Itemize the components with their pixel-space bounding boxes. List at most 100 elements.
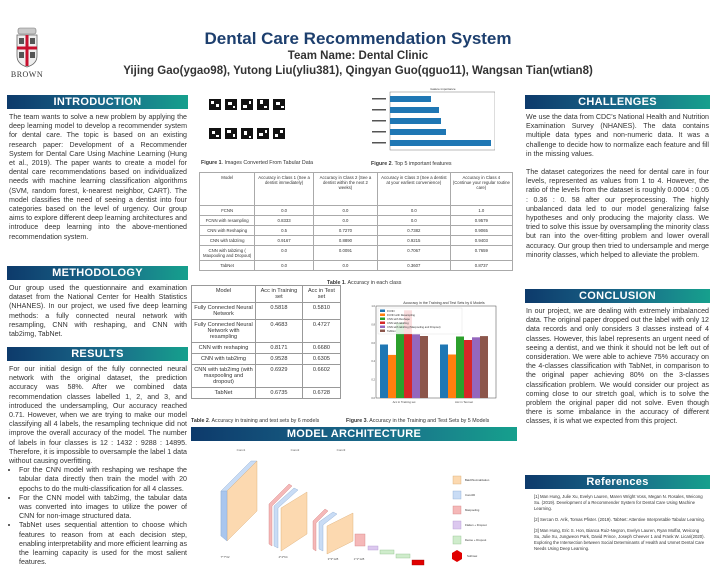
table-cell: CNN with tab2img — [198, 235, 256, 246]
table-cell: FCNN with resampling — [198, 215, 256, 226]
table-cell: 0.6735 — [255, 387, 303, 399]
svg-text:Conv3: Conv3 — [337, 448, 346, 452]
figure3-accuracy-bar-chart: Accuracy in the Training and Test Sets b… — [371, 301, 497, 404]
challenges-paragraph: The dataset categorizes the need for den… — [526, 168, 709, 259]
reference-item: [2] Sercan O. Arik, Tomas Pfister. (2019… — [534, 517, 706, 522]
table-cell: 0.4683 — [255, 319, 303, 343]
team-name: Team Name: Dental Clinic — [287, 50, 429, 62]
svg-text:3*3*128: 3*3*128 — [328, 557, 339, 561]
table-cell: 0.7270 — [312, 225, 379, 236]
results-heading: RESULTS — [7, 347, 188, 361]
brown-university-shield-icon — [16, 27, 38, 68]
table-row: CNN with tab2img ( Maxpooling and Dropou… — [198, 245, 514, 261]
table-cell: Fully Connected Neural Network with resa… — [191, 319, 256, 343]
poster-header: BROWN Dental Care Recommendation System … — [0, 0, 716, 82]
table-header-cell: Accuracy in Class 4 (Continue your regul… — [449, 172, 514, 206]
introduction-text: The team wants to solve a new problem by… — [9, 113, 187, 251]
methodology-heading: METHODOLOGY — [7, 266, 188, 280]
model-architecture-heading: MODEL ARCHITECTURE — [191, 427, 517, 441]
svg-text:Flatten + Dropout: Flatten + Dropout — [465, 523, 487, 527]
svg-text:Acc in Training set: Acc in Training set — [393, 400, 416, 404]
table-cell: 0.8171 — [255, 342, 303, 354]
table-cell: 0.6305 — [301, 353, 342, 365]
table-cell: CNN with Reshaping — [198, 225, 256, 236]
authors: Yijing Gao(ygao98), Yutong Liu(yliu381),… — [123, 65, 593, 77]
challenges-text: We use the data from CDC's National Heal… — [526, 113, 709, 269]
table-header-cell: Model — [198, 172, 256, 206]
table-cell: 0.9403 — [449, 235, 514, 246]
table1-accuracy-per-class: Model Accuracy in Class 1 (See a dentist… — [198, 172, 514, 271]
table2-caption: Table 2. Accuracy in training and test s… — [191, 418, 320, 424]
table-cell: 0.5818 — [255, 302, 303, 320]
svg-text:4*4*64: 4*4*64 — [278, 555, 287, 559]
table-cell: 0.7382 — [377, 225, 451, 236]
table-cell: 0.0 — [312, 205, 379, 216]
methodology-paragraph: Our group used the questionnaire and exa… — [9, 284, 187, 339]
svg-text:7*7*32: 7*7*32 — [220, 555, 229, 559]
table-row: Fully Connected Neural Network with resa… — [191, 319, 342, 343]
logo-text: BROWN — [10, 70, 44, 79]
results-paragraph: For our initial design of the fully conn… — [9, 365, 187, 466]
table-header-cell: Model — [191, 285, 256, 303]
svg-text:0.6: 0.6 — [371, 341, 375, 345]
table-header-row: Model Accuracy in Class 1 (See a dentist… — [198, 172, 514, 206]
table-cell: 0.0 — [377, 215, 451, 226]
table-header-cell: Acc in Training set — [255, 285, 303, 303]
table-cell: 0.3607 — [377, 260, 451, 271]
table-cell: 0.6680 — [301, 342, 342, 354]
table-cell: 0.7067 — [377, 245, 451, 261]
table-header-row: Model Acc in Training set Acc in Test se… — [191, 285, 342, 303]
svg-text:CNN with tab2img: CNN with tab2img — [387, 321, 409, 325]
introduction-paragraph: The team wants to solve a new problem by… — [9, 113, 187, 241]
conclusion-heading: CONCLUSION — [525, 289, 710, 303]
svg-text:feature importance: feature importance — [430, 87, 455, 91]
methodology-text: Our group used the questionnaire and exa… — [9, 284, 187, 348]
svg-text:0.8: 0.8 — [371, 322, 375, 326]
table-cell: TabNet — [191, 387, 256, 399]
table-cell: TabNet — [198, 260, 256, 271]
svg-text:Softmax: Softmax — [467, 554, 478, 558]
table-row: TabNet 0.0 0.0 0.3607 0.8737 — [198, 260, 514, 271]
svg-text:Accuracy in the Training and T: Accuracy in the Training and Test Sets b… — [403, 301, 485, 305]
table-row: CNN with tab2img 0.9528 0.6305 — [191, 353, 342, 365]
references-list: [1] Man Hung, Julie Xu, Evelyn Lauren, M… — [534, 494, 706, 557]
table-cell: 0.9065 — [449, 225, 514, 236]
table-header-cell: Accuracy in Class 3 (See a dentist at yo… — [377, 172, 451, 206]
table-cell: 0.4727 — [301, 319, 342, 343]
table-cell: 0.0 — [254, 260, 314, 271]
svg-text:0.0: 0.0 — [371, 396, 375, 400]
cnn-architecture-diagram: Conv1 Conv2 Conv3 7*7*32 4*4*64 3*3*128 … — [220, 448, 490, 566]
table-row: Fully Connected Neural Network 0.5818 0.58… — [191, 302, 342, 320]
table-row: CNN with Reshaping 0.5 0.7270 0.7382 0.9065 — [198, 225, 514, 236]
poster-title: Dental Care Recommendation System — [204, 29, 512, 48]
table-cell: Fully Connected Neural Network — [191, 302, 256, 320]
svg-text:Acc in Test set: Acc in Test set — [455, 400, 473, 404]
svg-text:Dense + Dropout: Dense + Dropout — [465, 538, 486, 542]
table-cell: 0.8737 — [449, 260, 514, 271]
conclusion-text: In our project, we are dealing with extr… — [526, 307, 709, 436]
table-cell: 0.0 — [254, 245, 314, 261]
table-row: CNN with tab2img 0.9167 0.8890 0.9215 0.9403 — [198, 235, 514, 246]
reference-item: [3] Man Hung, Eric S. Hon, Bianca Ruiz-N… — [534, 528, 705, 551]
table-cell: CNN with tab2img — [191, 353, 256, 365]
svg-text:Conv2D: Conv2D — [465, 493, 475, 497]
results-bullet: TabNet uses sequential attention to choo… — [19, 521, 187, 567]
table-cell: CNN with tab2img (with maxpooling and dr… — [191, 364, 256, 388]
table-cell: 0.0 — [312, 260, 379, 271]
figure3-caption: Figure 3. Accuracy in the Training and T… — [346, 418, 490, 424]
conclusion-paragraph: In our project, we are dealing with extr… — [526, 307, 709, 426]
table-cell: 0.7659 — [449, 245, 514, 261]
table-header-cell: Accuracy in Class 1 (See a dentist immed… — [254, 172, 314, 206]
figure2-feature-importance-chart: feature importance — [372, 87, 495, 151]
table-cell: 0.6602 — [301, 364, 342, 388]
table-cell: 0.0 — [377, 205, 451, 216]
table-cell: 0.0091 — [312, 245, 379, 261]
svg-text:Maxpooling: Maxpooling — [465, 508, 480, 512]
svg-text:FCNN with Resampling: FCNN with Resampling — [387, 313, 415, 317]
svg-text:0.4: 0.4 — [371, 359, 375, 363]
table-row: FCNN with resampling 0.8333 0.0 0.0 0.9579 — [198, 215, 514, 226]
results-bullet: For the CNN model with tab2img, the tabu… — [19, 494, 187, 522]
svg-text:BatchNormalization: BatchNormalization — [465, 478, 490, 482]
figure1-tabular-images — [209, 99, 285, 139]
svg-text:TabNet: TabNet — [387, 329, 396, 333]
